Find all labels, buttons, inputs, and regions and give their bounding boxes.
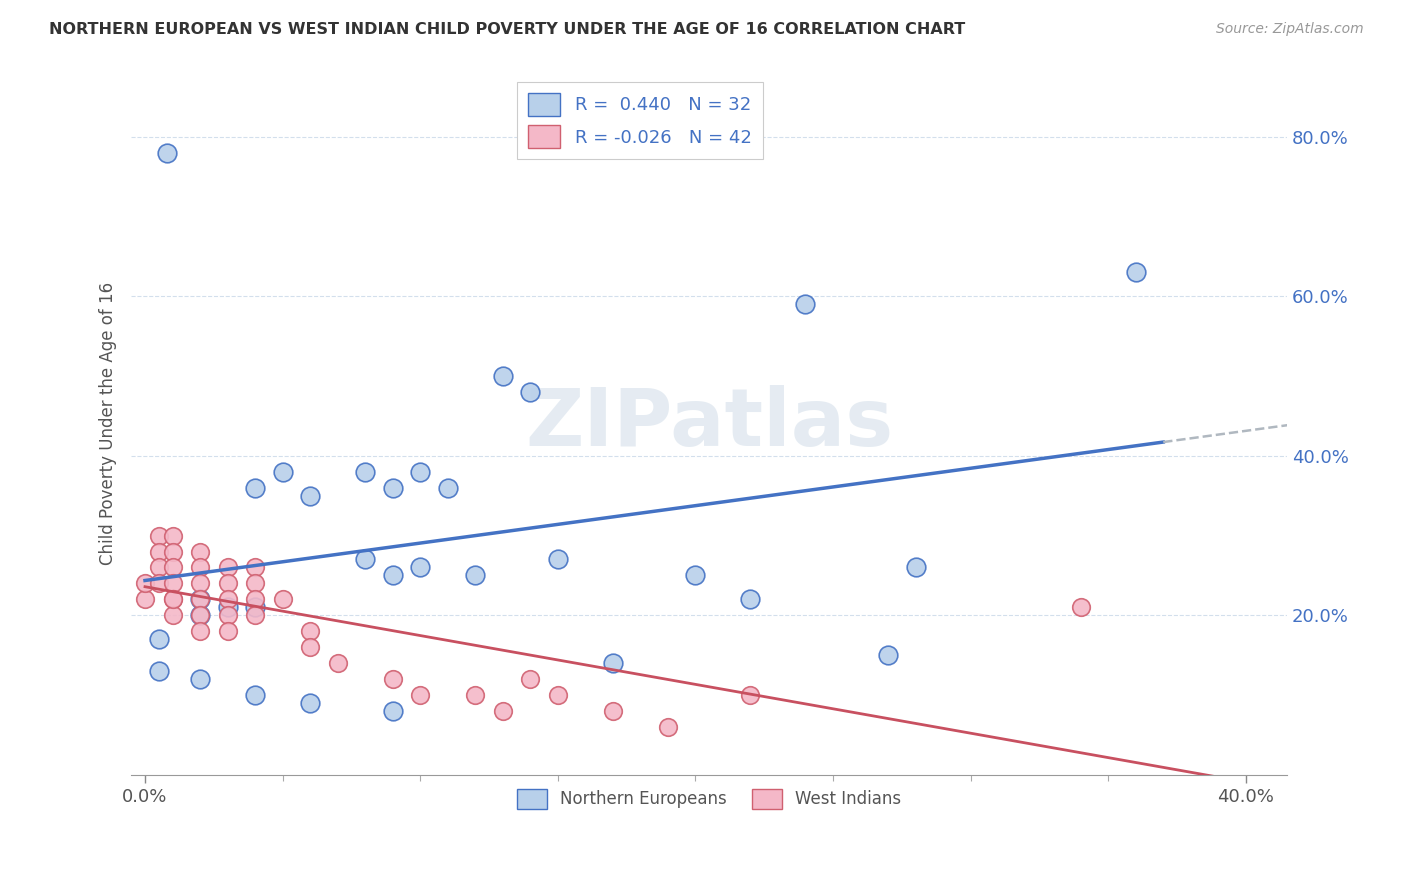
Point	[271, 465, 294, 479]
Point	[794, 297, 817, 311]
Point	[354, 552, 377, 566]
Text: ZIPatlas: ZIPatlas	[524, 384, 893, 463]
Point	[409, 560, 432, 574]
Y-axis label: Child Poverty Under the Age of 16: Child Poverty Under the Age of 16	[100, 283, 117, 566]
Point	[519, 672, 541, 686]
Point	[162, 592, 184, 607]
Point	[354, 465, 377, 479]
Point	[243, 481, 266, 495]
Point	[492, 704, 515, 718]
Point	[188, 544, 211, 558]
Point	[243, 688, 266, 702]
Point	[877, 648, 900, 663]
Point	[464, 568, 486, 582]
Point	[1125, 265, 1147, 279]
Point	[243, 592, 266, 607]
Point	[134, 592, 156, 607]
Point	[162, 528, 184, 542]
Point	[217, 624, 239, 639]
Point	[243, 560, 266, 574]
Point	[492, 369, 515, 384]
Point	[409, 465, 432, 479]
Point	[381, 481, 404, 495]
Point	[148, 528, 170, 542]
Point	[162, 608, 184, 623]
Point	[217, 600, 239, 615]
Point	[243, 576, 266, 591]
Point	[156, 145, 179, 160]
Point	[162, 592, 184, 607]
Point	[162, 576, 184, 591]
Point	[148, 664, 170, 678]
Point	[381, 672, 404, 686]
Point	[243, 600, 266, 615]
Text: Source: ZipAtlas.com: Source: ZipAtlas.com	[1216, 22, 1364, 37]
Point	[409, 688, 432, 702]
Point	[464, 688, 486, 702]
Point	[271, 592, 294, 607]
Point	[243, 608, 266, 623]
Point	[148, 544, 170, 558]
Point	[1070, 600, 1092, 615]
Point	[381, 704, 404, 718]
Point	[162, 560, 184, 574]
Point	[188, 608, 211, 623]
Point	[685, 568, 707, 582]
Point	[188, 560, 211, 574]
Point	[904, 560, 927, 574]
Point	[188, 672, 211, 686]
Point	[188, 608, 211, 623]
Point	[299, 624, 322, 639]
Point	[188, 576, 211, 591]
Legend: Northern Europeans, West Indians: Northern Europeans, West Indians	[510, 782, 908, 815]
Point	[657, 720, 679, 734]
Point	[519, 384, 541, 399]
Point	[381, 568, 404, 582]
Point	[217, 560, 239, 574]
Point	[148, 560, 170, 574]
Point	[217, 576, 239, 591]
Point	[547, 552, 569, 566]
Point	[326, 656, 349, 670]
Point	[299, 640, 322, 655]
Point	[188, 592, 211, 607]
Point	[148, 576, 170, 591]
Point	[134, 576, 156, 591]
Point	[740, 592, 762, 607]
Point	[217, 592, 239, 607]
Point	[188, 592, 211, 607]
Point	[299, 489, 322, 503]
Point	[217, 608, 239, 623]
Point	[602, 704, 624, 718]
Point	[740, 688, 762, 702]
Point	[299, 696, 322, 710]
Point	[188, 624, 211, 639]
Point	[162, 544, 184, 558]
Point	[547, 688, 569, 702]
Point	[148, 632, 170, 647]
Point	[602, 656, 624, 670]
Point	[436, 481, 458, 495]
Text: NORTHERN EUROPEAN VS WEST INDIAN CHILD POVERTY UNDER THE AGE OF 16 CORRELATION C: NORTHERN EUROPEAN VS WEST INDIAN CHILD P…	[49, 22, 966, 37]
